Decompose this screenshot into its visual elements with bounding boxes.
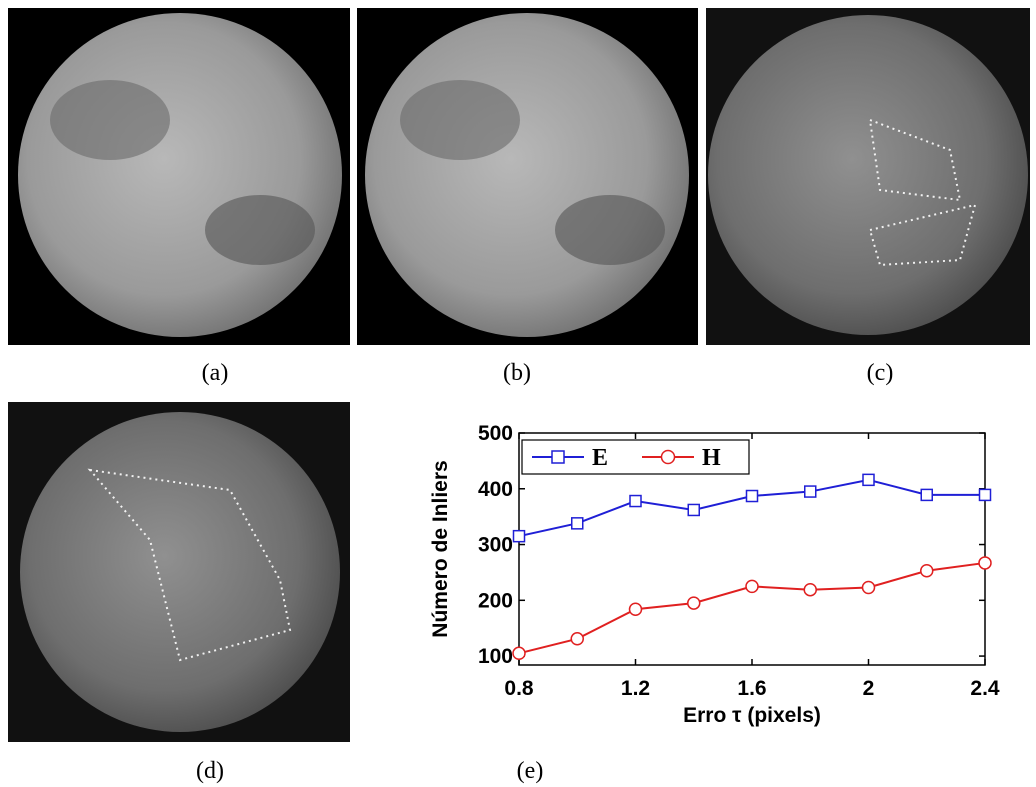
point <box>921 565 933 577</box>
point <box>747 491 758 502</box>
legend-marker <box>552 451 564 463</box>
y-tick-label: 400 <box>478 478 513 501</box>
point <box>571 633 583 645</box>
image-b <box>357 8 698 345</box>
image-c <box>706 8 1030 345</box>
point <box>863 581 875 593</box>
caption: (c) <box>867 360 894 386</box>
x-tick-label: 0.8 <box>504 677 534 700</box>
y-tick-label: 100 <box>478 645 513 668</box>
point <box>630 496 641 507</box>
x-tick-label: 2 <box>863 677 875 700</box>
point <box>746 580 758 592</box>
y-axis-label: Número de Inliers <box>429 460 452 637</box>
point <box>921 489 932 500</box>
point <box>805 486 816 497</box>
point <box>863 474 874 485</box>
point <box>572 518 583 529</box>
point <box>630 603 642 615</box>
legend-label: E <box>592 445 608 471</box>
caption: (a) <box>202 360 229 386</box>
caption: (b) <box>503 360 531 386</box>
image-a <box>8 8 350 345</box>
y-tick-label: 300 <box>478 534 513 557</box>
point <box>804 584 816 596</box>
y-tick-label: 200 <box>478 589 513 612</box>
point <box>513 647 525 659</box>
point <box>688 504 699 515</box>
page: (a) (b) (c) (d) (e) Erro τ (pixels) Núme… <box>0 0 1036 787</box>
caption: (e) <box>517 758 544 784</box>
y-tick-label: 500 <box>478 422 513 445</box>
point <box>979 557 991 569</box>
point <box>688 597 700 609</box>
figure: (a) (b) (c) (d) (e) Erro τ (pixels) Núme… <box>0 0 1036 787</box>
caption: (d) <box>196 758 224 784</box>
series-line <box>519 480 985 536</box>
x-tick-label: 2.4 <box>970 677 1000 700</box>
x-tick-label: 1.6 <box>737 677 766 700</box>
series-line <box>519 563 985 653</box>
legend-label: H <box>702 445 721 471</box>
point <box>514 531 525 542</box>
image-d <box>8 402 350 742</box>
x-tick-label: 1.2 <box>621 677 650 700</box>
point <box>980 489 991 500</box>
x-axis-label: Erro τ (pixels) <box>683 704 821 727</box>
legend-marker <box>662 451 675 464</box>
